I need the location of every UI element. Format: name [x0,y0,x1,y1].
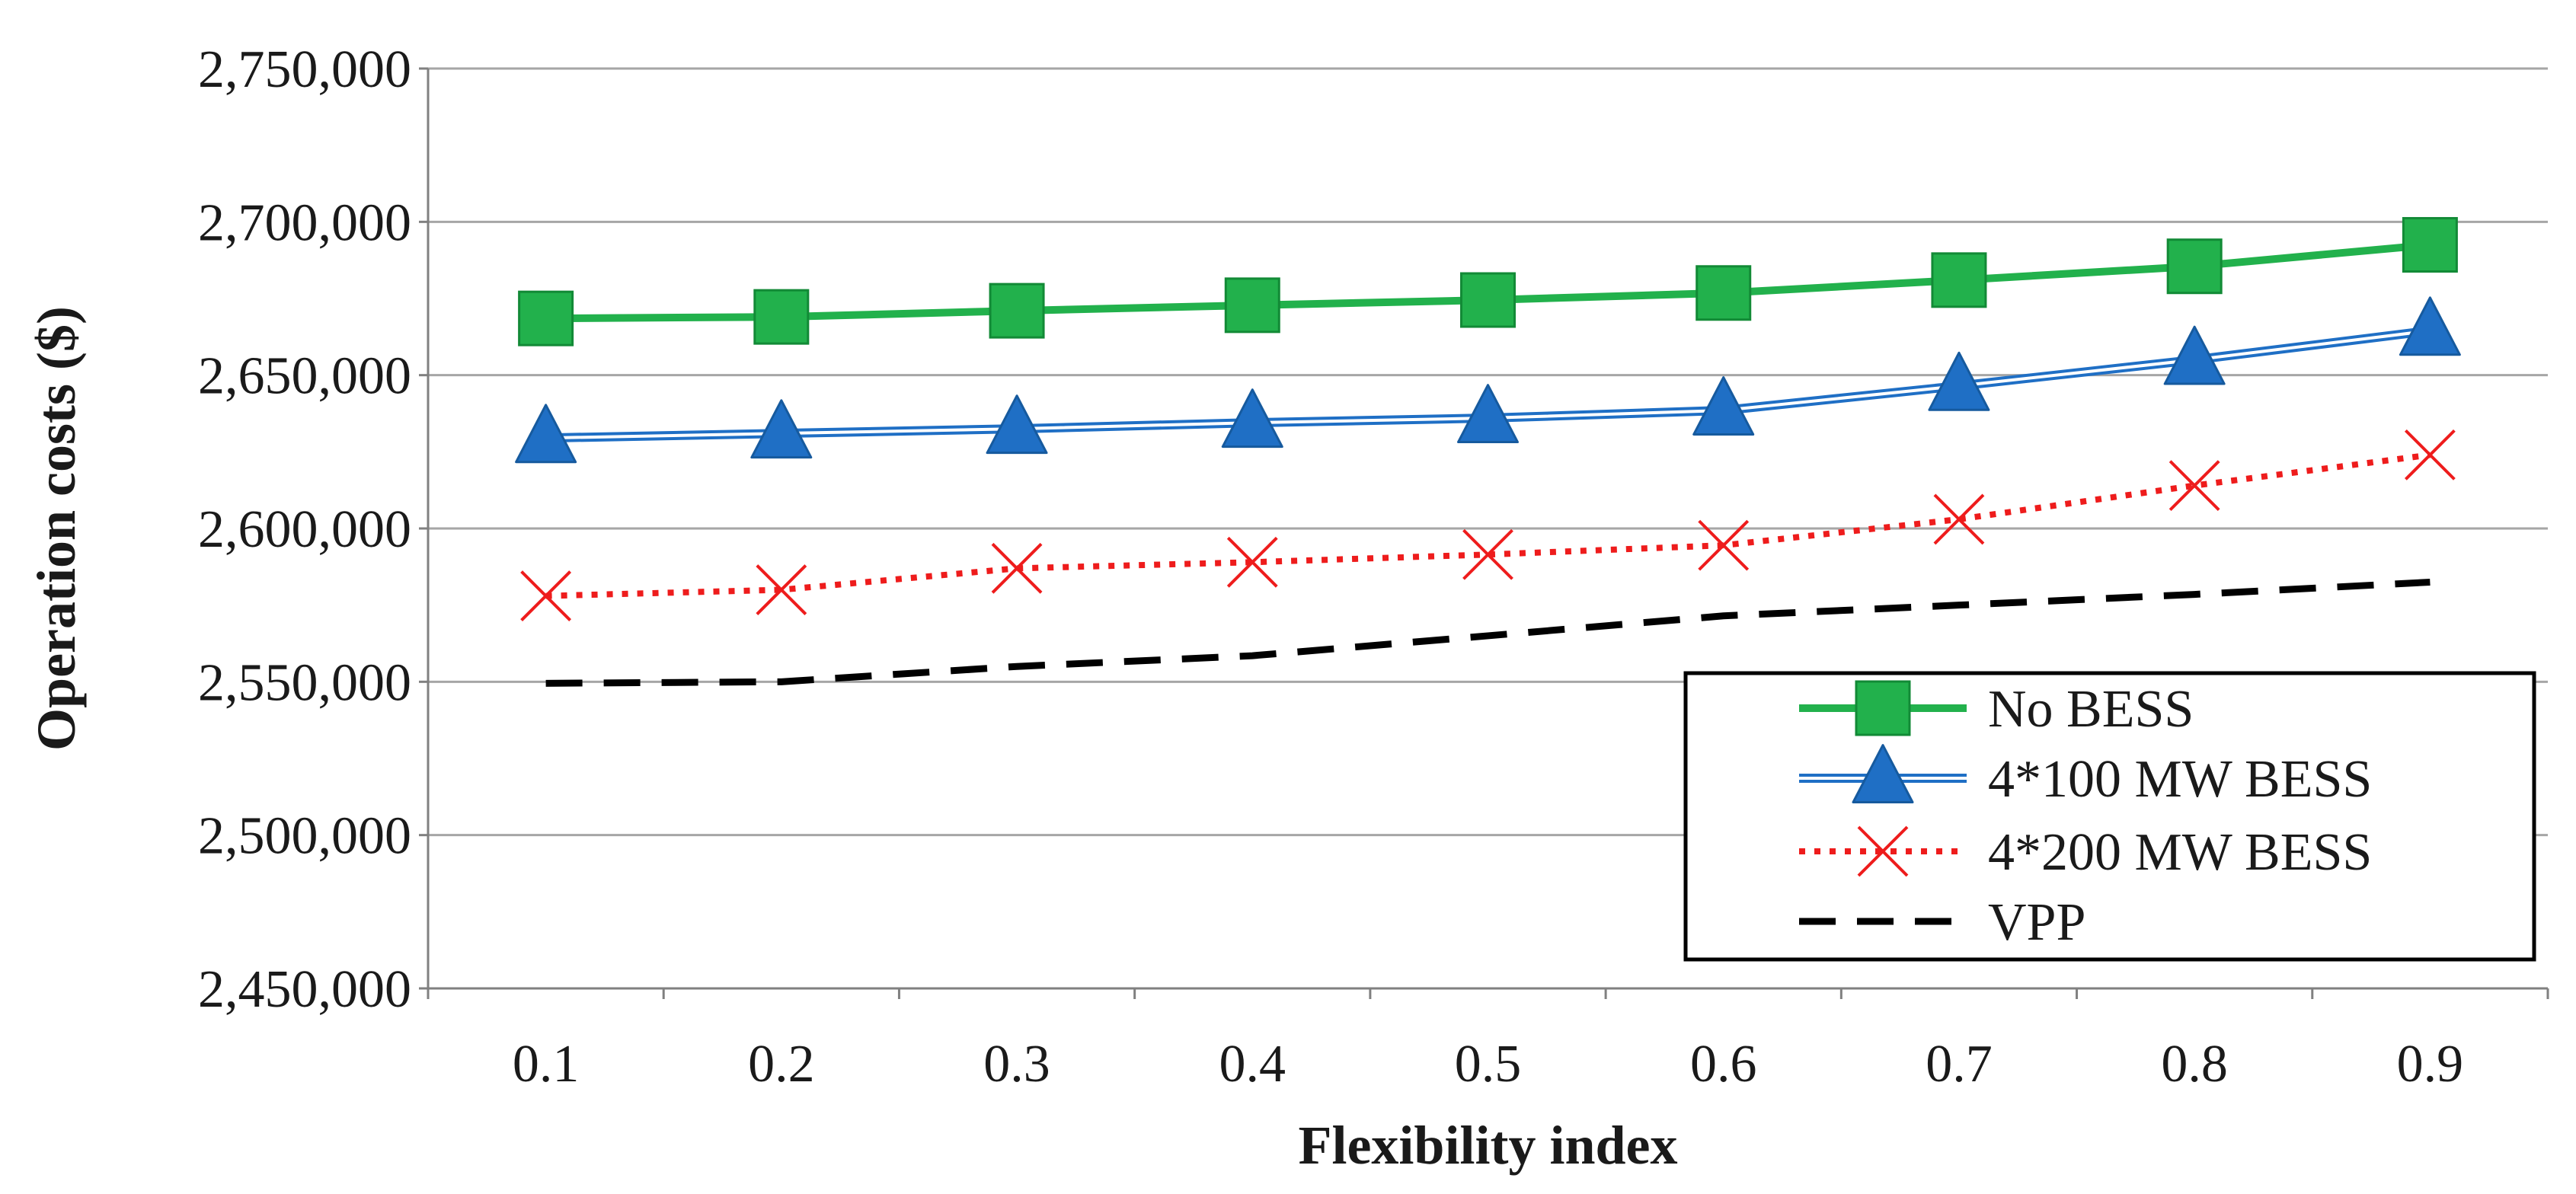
legend-label: 4*200 MW BESS [1988,823,2372,882]
data-point [986,394,1048,455]
legend: No BESS 4*100 MW BESS 4*200 MW BESS VPP [1683,671,2536,962]
x-marker-stroke [1698,519,1750,571]
data-point [1698,519,1750,571]
y-tick-label: 2,750,000 [198,40,411,99]
x-tick-label: 0.9 [2397,1035,2464,1093]
legend-label: 4*100 MW BESS [1988,750,2372,809]
data-point [991,542,1043,594]
data-point [1933,493,1985,545]
series-4-200-mw-bess [520,429,2456,622]
data-point [2402,217,2458,273]
x-marker-stroke [1462,528,1513,580]
legend-item: 4*200 MW BESS [1799,823,2372,882]
data-point [2399,296,2461,356]
series-layer [515,217,2461,687]
x-marker-stroke [991,542,1043,594]
data-point [1692,376,1755,436]
data-point [520,570,572,622]
legend-item: 4*100 MW BESS [1799,744,2372,809]
y-axis-title: Operation costs ($) [26,306,87,751]
series-line [545,578,2431,687]
data-point [753,289,810,345]
y-tick-label: 2,700,000 [198,193,411,252]
x-tick-label: 0.8 [2161,1035,2228,1093]
x-tick-label: 0.1 [513,1035,580,1093]
legend-box [1683,671,2536,962]
data-point [750,399,813,459]
x-marker-stroke [520,570,572,622]
series-no-bess [518,217,2458,346]
x-tick-label: 0.4 [1219,1035,1286,1093]
x-marker-stroke [1226,536,1278,588]
series-vpp [545,578,2431,687]
data-point [2166,238,2223,295]
legend-label: VPP [1988,893,2085,952]
x-tick-label: 0.3 [983,1035,1050,1093]
x-tick-label: 0.5 [1455,1035,1522,1093]
x-marker-stroke [2404,429,2456,480]
x-marker-stroke [2169,460,2220,512]
legend-label: No BESS [1988,680,2194,739]
data-point [1224,277,1280,334]
data-point [1928,351,1990,411]
y-tick-label: 2,500,000 [198,807,411,866]
data-point [2163,325,2226,385]
series-4-100-mw-bess [515,296,2461,464]
data-point [1931,252,1987,308]
y-tick-label: 2,600,000 [198,500,411,559]
data-point [515,404,577,464]
data-point [2169,460,2220,512]
legend-marker [1852,744,1914,803]
legend-item: VPP [1799,893,2085,952]
data-point [518,290,574,346]
x-axis-title: Flexibility index [1298,1115,1677,1176]
data-point [2404,429,2456,480]
series-line [545,452,2431,599]
legend-marker [1857,825,1909,877]
data-point [756,564,807,615]
data-point [1457,384,1519,444]
x-tick-label: 0.6 [1690,1035,1757,1093]
x-tick-label: 0.7 [1926,1035,1993,1093]
x-marker-stroke [1933,493,1985,545]
label-layer: Flexibility index Operation costs ($) [26,306,1678,1176]
data-point [1460,272,1516,328]
x-marker-stroke [1857,825,1909,877]
data-point [989,283,1045,339]
legend-marker [1855,680,1911,736]
legend-item: No BESS [1799,680,2194,739]
x-tick-label: 0.2 [748,1035,815,1093]
data-point [1695,265,1752,321]
axis-layer: 2,450,000 2,500,000 2,550,000 2,600,000 2,65… [198,40,2549,1093]
data-point [1462,528,1513,580]
y-tick-label: 2,650,000 [198,347,411,406]
y-tick-label: 2,450,000 [198,960,411,1019]
y-tick-label: 2,550,000 [198,653,411,712]
data-point [1221,388,1283,449]
data-point [1226,536,1278,588]
x-marker-stroke [756,564,807,615]
